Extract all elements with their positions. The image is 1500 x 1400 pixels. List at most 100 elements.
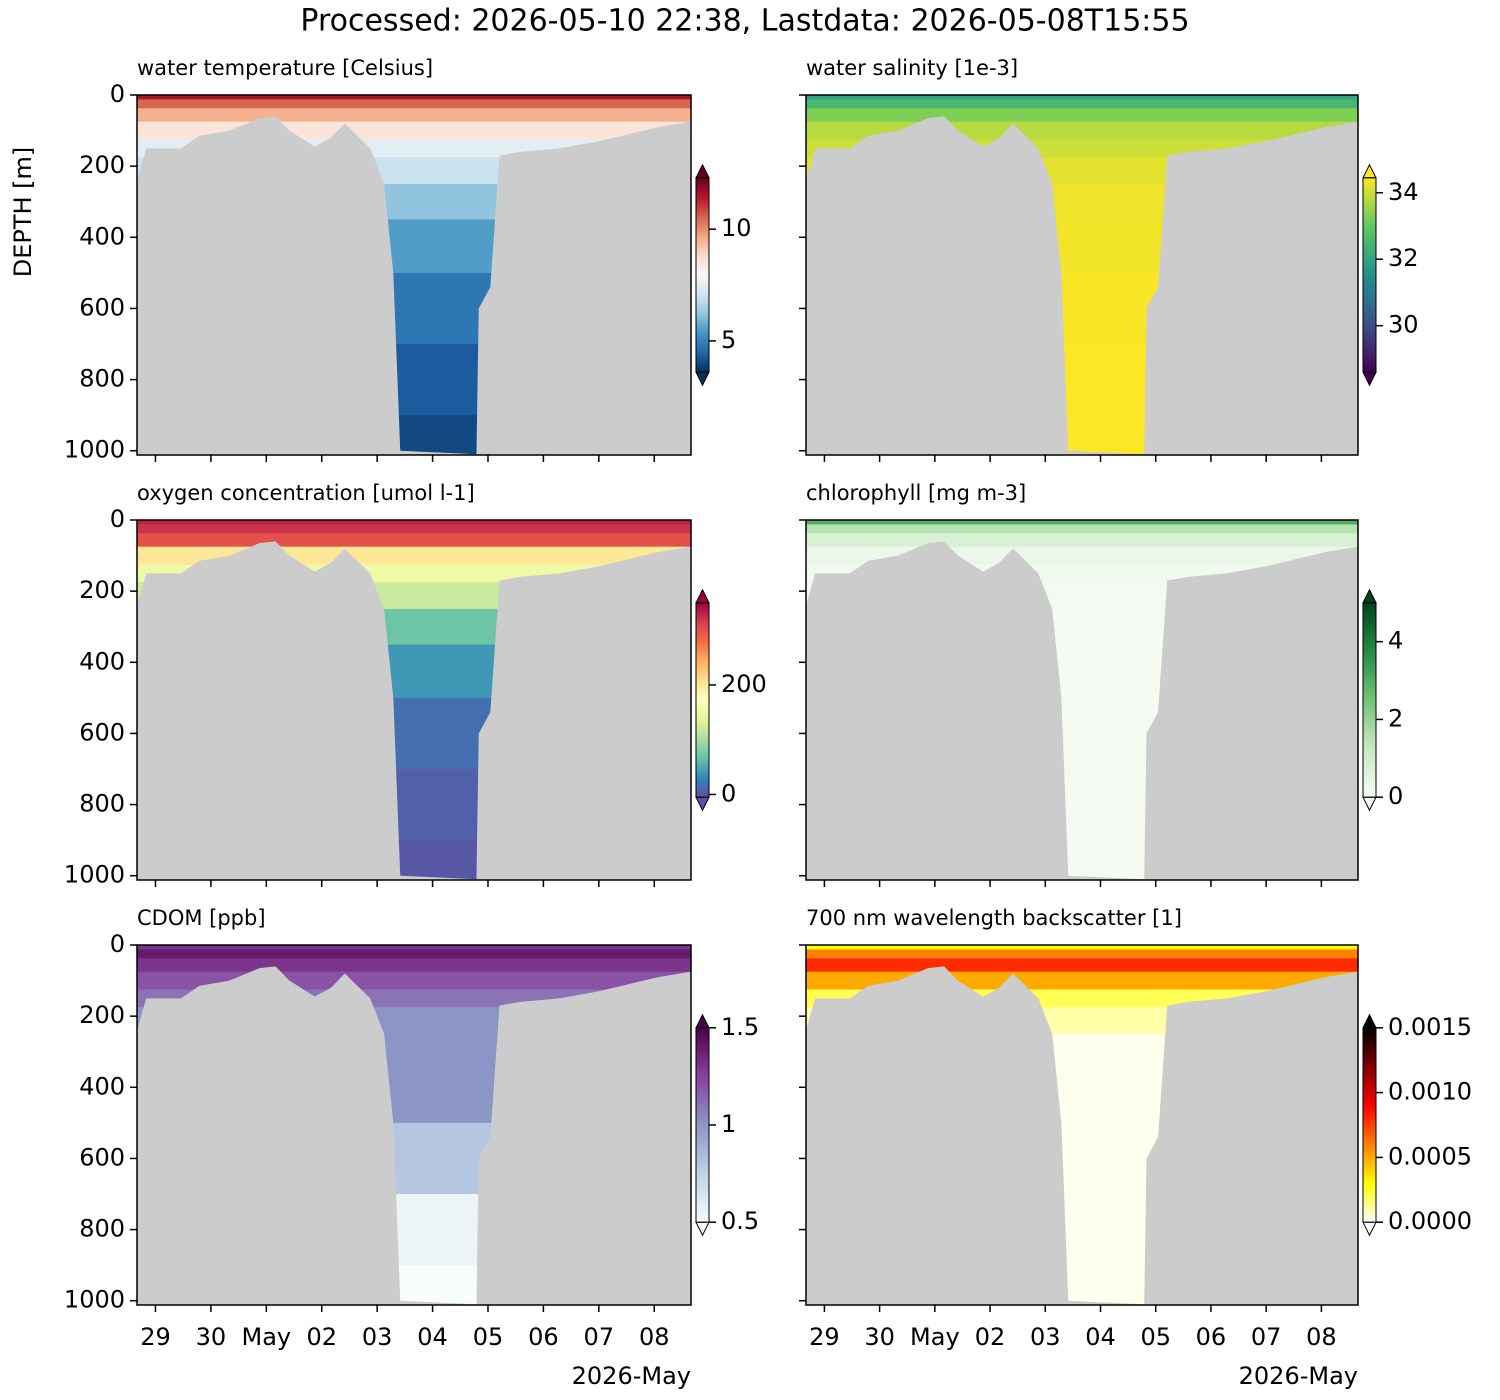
panel: chlorophyll [mg m-3] 0 2 4: [799, 481, 1403, 887]
no-data-mask: [806, 966, 1358, 1305]
y-tick-label: 400: [79, 647, 125, 675]
colorbar-extend-min: [1362, 1221, 1377, 1237]
colorbar-frame: [695, 602, 710, 798]
x-tick-label: 03: [1030, 1323, 1061, 1351]
x-tick-label: 02: [306, 1323, 337, 1351]
depth-cell: [137, 945, 691, 950]
depth-cell: [137, 95, 691, 100]
colorbar-extend-max: [695, 588, 710, 604]
x-tick-label: 06: [528, 1323, 559, 1351]
y-tick-label: 1000: [64, 436, 125, 464]
colorbar-extend-min: [695, 796, 710, 812]
colorbar-frame: [695, 177, 710, 373]
x-tick-label: 07: [584, 1323, 615, 1351]
y-tick-label: 1000: [64, 1286, 125, 1314]
depth-cell: [806, 533, 1358, 548]
x-tick-label: 08: [639, 1323, 670, 1351]
depth-cell: [806, 524, 1358, 534]
x-tick-label: 06: [1196, 1323, 1227, 1351]
depth-cell: [806, 945, 1358, 950]
y-tick-label: 800: [79, 365, 125, 393]
colorbar-extend-max: [1362, 588, 1377, 604]
axes-frame: [136, 944, 692, 1306]
colorbar-tick-label: 0.0010: [1388, 1078, 1472, 1106]
colorbar-extend-min: [1362, 371, 1377, 387]
colorbar-tick-label: 32: [1388, 244, 1419, 272]
depth-cell: [137, 520, 691, 525]
colorbar-extend-max: [695, 163, 710, 179]
axes-frame: [805, 94, 1359, 456]
colorbar-extend-min: [1362, 796, 1377, 812]
depth-cell: [806, 99, 1358, 109]
depth-cell: [137, 533, 691, 548]
colorbar-tick-label: 0.0005: [1388, 1142, 1472, 1170]
x-tick-label: May: [910, 1323, 960, 1351]
y-tick-label: 600: [79, 718, 125, 746]
panel: water salinity [1e-3] 30 32 34: [799, 56, 1419, 462]
x-tick-label: 30: [864, 1323, 895, 1351]
no-data-mask: [137, 541, 691, 880]
colorbar-tick-label: 1.5: [721, 1013, 759, 1041]
panel: water temperature [Celsius] 0 200 400 600 800…: [64, 56, 752, 464]
no-data-mask: [806, 541, 1358, 880]
colorbar-extend-max: [695, 1013, 710, 1029]
panel-title: water salinity [1e-3]: [806, 56, 1018, 80]
panel-title: water temperature [Celsius]: [137, 56, 433, 80]
panel: oxygen concentration [umol l-1] 0 200 400 60…: [64, 481, 767, 889]
colorbar: [1363, 177, 1376, 373]
colorbar: [1363, 602, 1376, 798]
y-tick-label: 0: [110, 80, 125, 108]
plot-area: [137, 520, 691, 880]
y-tick-label: 200: [79, 151, 125, 179]
no-data-mask: [137, 966, 691, 1305]
depth-cell: [806, 958, 1358, 973]
y-tick-label: 200: [79, 576, 125, 604]
depth-cell: [137, 958, 691, 973]
y-tick-label: 400: [79, 1072, 125, 1100]
y-tick-label: 800: [79, 790, 125, 818]
x-tick-label: 02: [975, 1323, 1006, 1351]
y-tick-label: 1000: [64, 861, 125, 889]
x-offset-label: 2026-May: [572, 1362, 691, 1390]
colorbar-frame: [1362, 177, 1377, 373]
y-tick-label: 600: [79, 1143, 125, 1171]
colorbar-tick-label: 0.5: [721, 1207, 759, 1235]
x-tick-label: 05: [473, 1323, 504, 1351]
no-data-mask: [806, 116, 1358, 455]
depth-cell: [806, 520, 1358, 525]
x-tick-label: May: [241, 1323, 291, 1351]
colorbar: [1363, 1027, 1376, 1223]
y-tick-label: 600: [79, 293, 125, 321]
x-tick-label: 05: [1140, 1323, 1171, 1351]
axes-frame: [805, 944, 1359, 1306]
axes-frame: [136, 519, 692, 881]
colorbar-extend-min: [695, 371, 710, 387]
x-tick-label: 29: [140, 1323, 171, 1351]
axes-frame: [805, 519, 1359, 881]
x-tick-label: 03: [362, 1323, 393, 1351]
colorbar-tick-label: 0.0015: [1388, 1013, 1472, 1041]
x-offset-label: 2026-May: [1239, 1362, 1358, 1390]
depth-cell: [806, 949, 1358, 959]
colorbar-tick-label: 0.0000: [1388, 1207, 1472, 1235]
colorbar: [696, 602, 709, 798]
x-tick-label: 07: [1251, 1323, 1282, 1351]
x-tick-label: 04: [417, 1323, 448, 1351]
colorbar-tick-label: 30: [1388, 311, 1419, 339]
colorbar-frame: [1362, 602, 1377, 798]
x-tick-label: 04: [1085, 1323, 1116, 1351]
panel: 700 nm wavelength backscatter [1] 29 30 May…: [799, 906, 1472, 1390]
colorbar-tick-label: 4: [1388, 627, 1403, 655]
colorbar-tick-label: 5: [721, 326, 736, 354]
x-tick-label: 08: [1306, 1323, 1337, 1351]
y-tick-label: 400: [79, 222, 125, 250]
no-data-mask: [137, 116, 691, 455]
x-tick-label: 30: [196, 1323, 227, 1351]
depth-cell: [137, 99, 691, 109]
colorbar: [696, 177, 709, 373]
panel-title: oxygen concentration [umol l-1]: [137, 481, 475, 505]
axes-frame: [136, 94, 692, 456]
colorbar-extend-max: [1362, 1013, 1377, 1029]
colorbar-tick-label: 1: [721, 1110, 736, 1138]
